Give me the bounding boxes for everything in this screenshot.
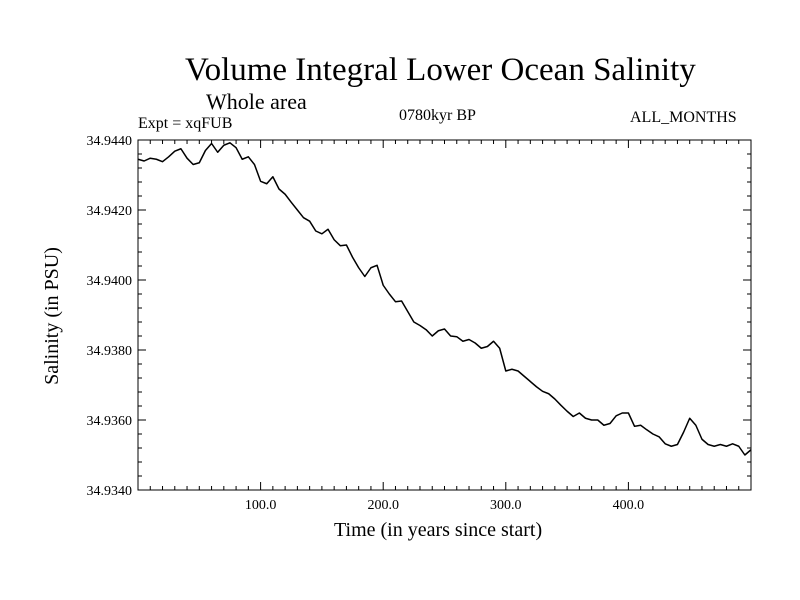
chart-title: Volume Integral Lower Ocean Salinity (185, 52, 696, 88)
experiment-label: Expt = xqFUB (138, 115, 233, 132)
salinity-series-line (137, 142, 752, 456)
x-axis-label: Time (in years since start) (334, 519, 543, 541)
y-tick-label: 34.9420 (87, 204, 133, 219)
x-tick-label: 100.0 (245, 498, 277, 513)
x-tick-label: 200.0 (367, 498, 399, 513)
tick-labels: 100.0 200.0 300.0 400.0 34.9340 34.9360 34.938… (87, 134, 645, 513)
x-tick-label: 400.0 (613, 498, 645, 513)
y-tick-label: 34.9440 (87, 134, 133, 149)
y-axis-label: Salinity (in PSU) (41, 247, 63, 385)
y-tick-label: 34.9400 (87, 274, 133, 289)
months-label: ALL_MONTHS (630, 109, 737, 126)
period-label: 0780kyr BP (399, 107, 476, 124)
y-tick-label: 34.9340 (87, 484, 133, 499)
y-tick-label: 34.9360 (87, 414, 133, 429)
chart-subtitle: Whole area (206, 89, 307, 114)
y-tick-label: 34.9380 (87, 344, 133, 359)
x-tick-label: 300.0 (490, 498, 522, 513)
